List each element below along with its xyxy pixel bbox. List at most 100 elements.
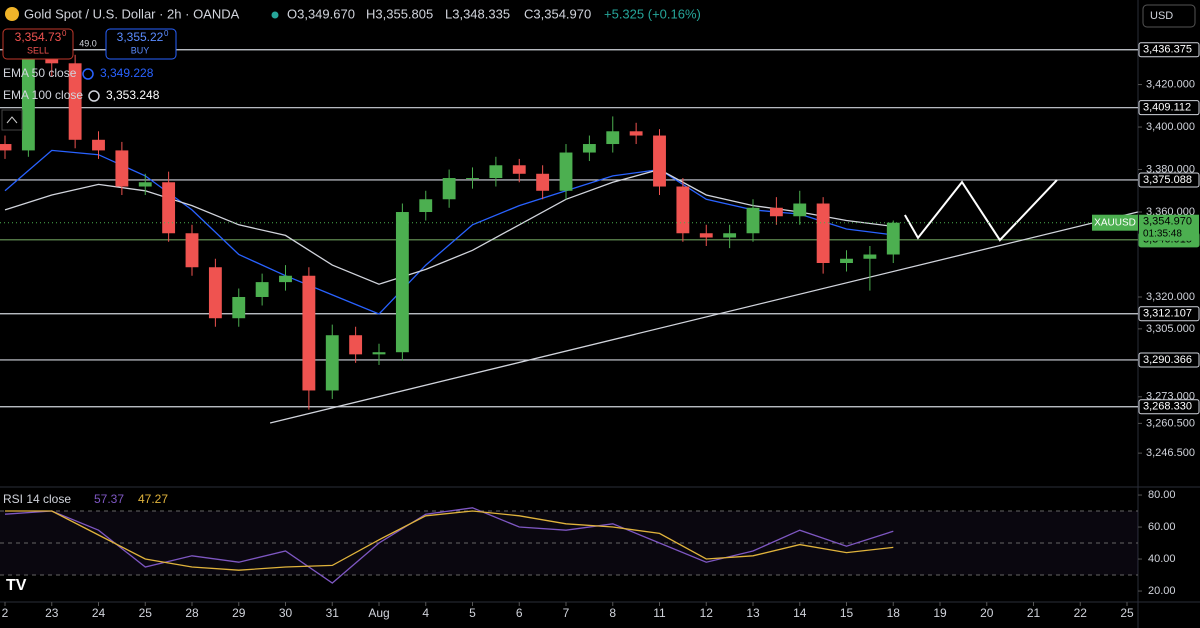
sell-label: SELL [27, 45, 49, 55]
buy-label: BUY [131, 45, 150, 55]
candle-body [512, 165, 526, 174]
ohlc-low: L3,348.335 [445, 6, 510, 21]
level-label-box [1138, 352, 1200, 368]
x-tick-label: 18 [887, 606, 901, 620]
countdown: 01:35:48 [1143, 228, 1182, 239]
spread: 49.0 [79, 38, 97, 48]
candle-body [629, 131, 643, 136]
candle-body [582, 144, 596, 153]
candle-body [302, 275, 316, 391]
candle-body [325, 335, 339, 391]
y-tick-label: 20.00 [1148, 585, 1176, 597]
y-tick-label: 80.00 [1148, 489, 1176, 501]
rsi-line [4, 507, 894, 584]
candle-body [840, 258, 853, 264]
candle-body [232, 296, 246, 319]
symbol-tag-text: XAUUSD [1094, 217, 1136, 228]
candle-body [793, 203, 807, 217]
legend-value: 3,349.228 [100, 66, 154, 80]
candle-body [699, 233, 713, 238]
x-tick-label: 2 [2, 606, 9, 620]
x-tick-label: 24 [92, 606, 106, 620]
y-tick-label: 3,320.000 [1146, 291, 1195, 303]
x-tick-label: 28 [185, 606, 199, 620]
ema-line [4, 149, 894, 315]
trendline [269, 211, 1138, 424]
candle-body [138, 182, 152, 187]
overlay: Gold Spot / U.S. Dollar · 2h · OANDA O3,… [1, 4, 1196, 594]
level-label-box [1138, 306, 1200, 322]
plot: 3,420.0003,400.0003,380.0003,360.0003,32… [0, 39, 1200, 620]
candle-body [92, 139, 105, 151]
buy-price: 3,355.22 [117, 30, 164, 44]
x-tick-label: 19 [933, 606, 947, 620]
level-label-box [1138, 172, 1200, 188]
currency: USD [1150, 10, 1173, 22]
legend-name: EMA 50 close [3, 66, 77, 80]
symbol-icon [5, 7, 19, 21]
candle-body [185, 233, 199, 268]
y-tick-label: 40.00 [1148, 553, 1176, 565]
symbol-tag [1092, 214, 1138, 231]
x-tick-label: 13 [746, 606, 760, 620]
legend-value: 3,353.248 [106, 88, 160, 102]
rsi-title: RSI 14 close [3, 492, 71, 506]
x-tick-label: 6 [516, 606, 523, 620]
candle-body [68, 63, 82, 140]
x-tick-label: 8 [609, 606, 616, 620]
x-tick-label: 20 [980, 606, 994, 620]
candle-body [769, 207, 783, 217]
candle-body [886, 222, 900, 255]
candle-body [442, 178, 456, 200]
candle-body [0, 144, 12, 151]
legend-icon [88, 90, 100, 102]
level-label: 3,436.375 [1143, 44, 1192, 56]
candle-body [349, 335, 363, 355]
level-label: 3,409.112 [1143, 102, 1191, 114]
price-label: 3,354.970 [1143, 216, 1192, 228]
ohlc-change: +5.325 (+0.16%) [604, 6, 701, 21]
y-tick-label: 60.00 [1148, 521, 1176, 533]
level-label-box [1138, 42, 1200, 58]
rsi-line [5, 510, 894, 571]
x-tick-label: 11 [653, 606, 666, 620]
level-label: 3,375.088 [1143, 174, 1192, 186]
candle-body [162, 182, 176, 234]
candle-body [208, 267, 222, 319]
candle-body [466, 178, 479, 180]
candle-body [536, 173, 550, 191]
candle-body [863, 254, 877, 259]
ohlc-open: O3,349.670 [287, 6, 355, 21]
x-tick-label: 25 [139, 606, 153, 620]
level-label: 3,268.330 [1143, 401, 1192, 413]
logo: TV [6, 577, 27, 594]
candle-body [45, 59, 59, 64]
collapse-button[interactable] [1, 109, 23, 131]
buy-button[interactable] [105, 28, 177, 60]
x-tick-label: 15 [840, 606, 854, 620]
buy-sup: 0 [164, 29, 169, 38]
candle-body [115, 150, 129, 187]
x-tick-label: Aug [368, 606, 389, 620]
candle-body [816, 203, 830, 264]
symbol: Gold Spot / U.S. Dollar · 2h · OANDA [24, 6, 240, 21]
candle-body [653, 135, 666, 187]
ema-line [4, 168, 894, 285]
candle-body [21, 59, 35, 151]
currency-button[interactable] [1142, 4, 1196, 28]
x-tick-label: 14 [793, 606, 807, 620]
x-tick-label: 21 [1027, 606, 1041, 620]
candle-body [723, 233, 737, 238]
x-tick-label: 30 [279, 606, 293, 620]
y-tick-label: 3,400.000 [1146, 121, 1195, 133]
x-tick-label: 5 [469, 606, 476, 620]
rsi-value: 47.27 [138, 492, 168, 506]
sell-price: 3,354.73 [15, 30, 62, 44]
candle-body [606, 131, 620, 145]
level-label-box [1138, 399, 1200, 415]
candle-body [279, 275, 292, 283]
legend-icon [82, 68, 94, 80]
y-tick-label: 3,305.000 [1146, 323, 1195, 335]
candle-body [746, 207, 760, 234]
sell-button[interactable] [2, 28, 74, 60]
